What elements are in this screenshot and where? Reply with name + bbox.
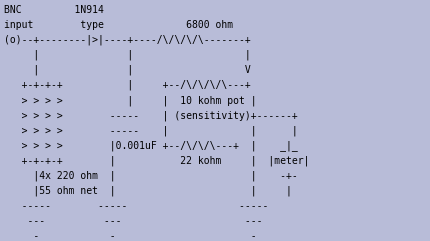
Text: |               |                   V: | | V bbox=[4, 65, 251, 75]
Text: input        type              6800 ohm: input type 6800 ohm bbox=[4, 20, 233, 30]
Text: BNC         1N914: BNC 1N914 bbox=[4, 5, 104, 15]
Text: ---          ---                     ---: --- --- --- bbox=[4, 216, 262, 226]
Text: +-+-+-+        |           22 kohm     |  |meter|: +-+-+-+ | 22 kohm | |meter| bbox=[4, 155, 309, 166]
Text: |               |                   |: | | | bbox=[4, 50, 251, 60]
Text: +-+-+-+           |     +--/\/\/\/\---+: +-+-+-+ | +--/\/\/\/\---+ bbox=[4, 80, 251, 90]
Text: > > > >        -----    | (sensitivity)+------+: > > > > ----- | (sensitivity)+------+ bbox=[4, 110, 298, 120]
Text: -            -                       -: - - - bbox=[4, 231, 256, 241]
Text: |55 ohm net  |                       |     |: |55 ohm net | | | bbox=[4, 186, 292, 196]
Text: > > > >           |     |  10 kohm pot |: > > > > | | 10 kohm pot | bbox=[4, 95, 256, 106]
Text: -----        -----                   -----: ----- ----- ----- bbox=[4, 201, 268, 211]
Text: > > > >        -----    |              |      |: > > > > ----- | | | bbox=[4, 125, 298, 136]
Text: (o)--+--------|>|----+----/\/\/\/\-------+: (o)--+--------|>|----+----/\/\/\/\------… bbox=[4, 35, 251, 45]
Text: > > > >        |0.001uF +--/\/\/\---+  |    _|_: > > > > |0.001uF +--/\/\/\---+ | _|_ bbox=[4, 140, 298, 151]
Text: |4x 220 ohm  |                       |    -+-: |4x 220 ohm | | -+- bbox=[4, 171, 298, 181]
